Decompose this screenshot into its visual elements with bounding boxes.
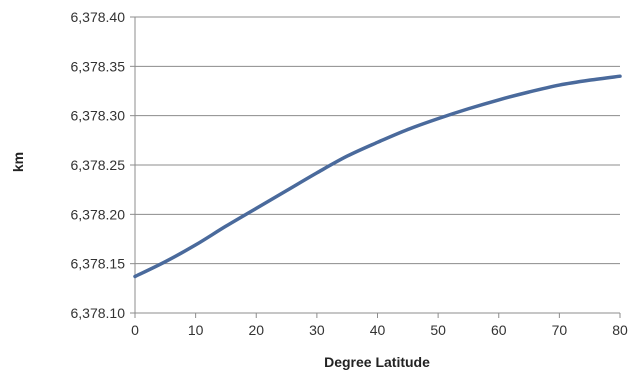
y-tick-label: 6,378.10: [71, 305, 126, 321]
y-tick-label: 6,378.25: [71, 157, 126, 173]
x-tick-label: 50: [430, 322, 446, 338]
x-tick-label: 20: [248, 322, 264, 338]
y-axis-ticks: 6,378.10 6,378.15 6,378.20 6,378.25 6,378.30…: [71, 9, 135, 321]
x-tick-label: 60: [491, 322, 507, 338]
x-tick-label: 40: [370, 322, 386, 338]
y-tick-label: 6,378.30: [71, 108, 126, 124]
grid-lines: [135, 16, 620, 314]
x-tick-label: 10: [188, 322, 204, 338]
y-axis-label: km: [10, 152, 26, 172]
series-group: [133, 74, 622, 279]
x-tick-label: 70: [552, 322, 568, 338]
y-tick-label: 6,378.40: [71, 9, 126, 25]
x-tick-label: 30: [309, 322, 325, 338]
x-axis-ticks: 0 10 20 30 40 50 60 70 80: [131, 313, 628, 338]
series-line: [133, 74, 622, 279]
x-axis-label: Degree Latitude: [324, 354, 430, 370]
y-tick-label: 6,378.35: [71, 58, 126, 74]
x-tick-label: 0: [131, 322, 139, 338]
y-tick-label: 6,378.15: [71, 256, 126, 272]
x-tick-label: 80: [612, 322, 628, 338]
y-tick-label: 6,378.20: [71, 206, 126, 222]
